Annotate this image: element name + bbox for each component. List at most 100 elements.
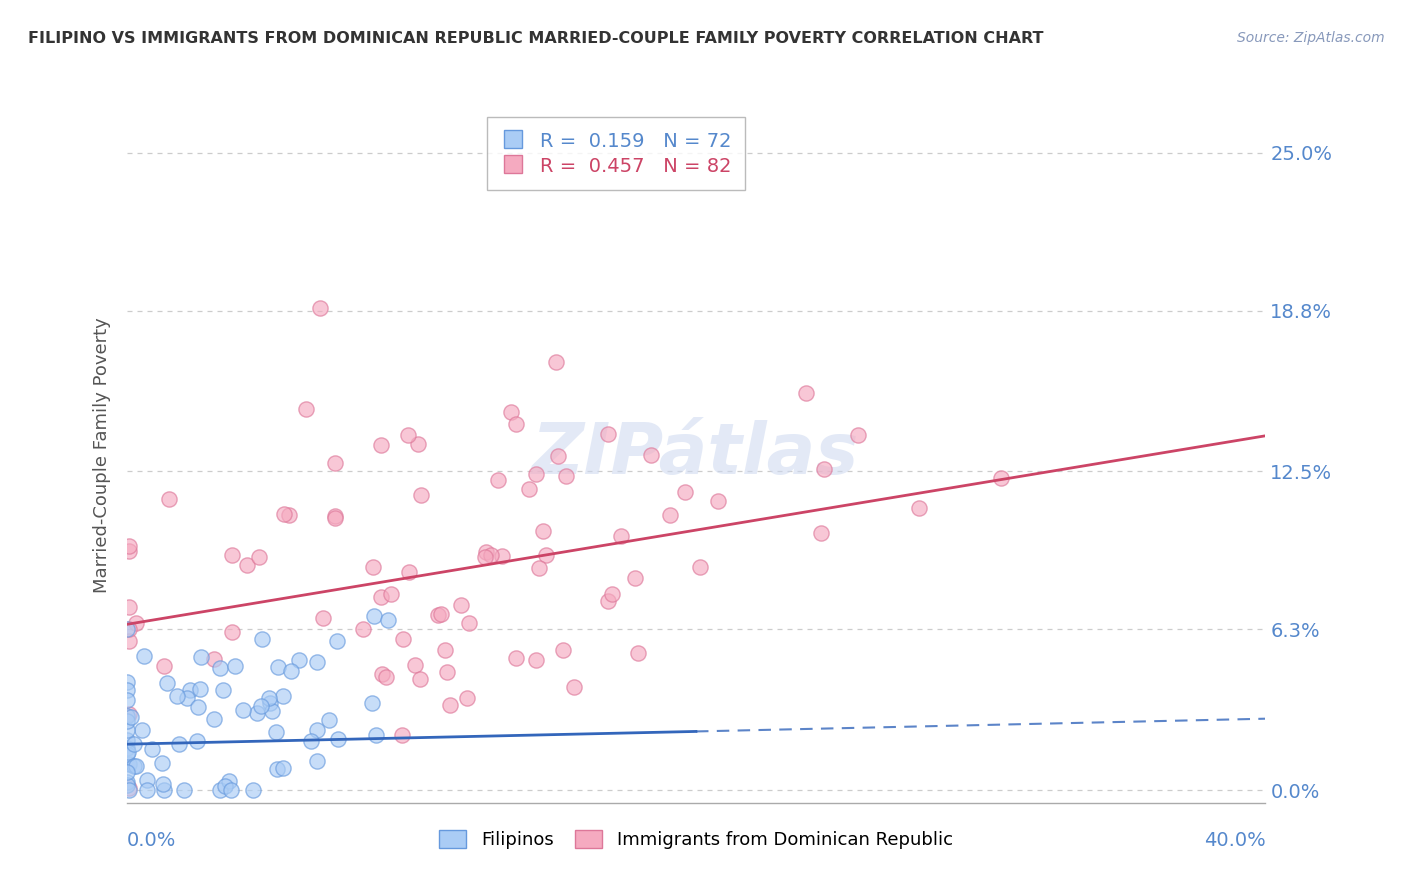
Point bbox=[627, 646, 650, 660]
Point bbox=[450, 598, 472, 612]
Text: 0.0%: 0.0% bbox=[127, 830, 176, 850]
Point bbox=[299, 734, 322, 748]
Point bbox=[247, 550, 270, 565]
Point bbox=[118, 623, 141, 637]
Point bbox=[363, 559, 385, 574]
Point bbox=[363, 608, 385, 623]
Point bbox=[439, 698, 461, 712]
Point bbox=[810, 525, 832, 540]
Point bbox=[209, 661, 232, 675]
Point bbox=[132, 649, 155, 664]
Point bbox=[370, 590, 392, 604]
Point bbox=[152, 783, 174, 797]
Point bbox=[131, 723, 153, 737]
Point bbox=[409, 673, 432, 687]
Point bbox=[118, 634, 141, 648]
Point bbox=[707, 494, 730, 508]
Point bbox=[135, 783, 157, 797]
Point bbox=[118, 706, 141, 721]
Point bbox=[124, 616, 146, 631]
Point bbox=[264, 724, 287, 739]
Point bbox=[115, 778, 138, 792]
Point bbox=[392, 632, 415, 646]
Point bbox=[309, 301, 332, 315]
Point bbox=[115, 765, 138, 780]
Point bbox=[406, 437, 429, 451]
Point bbox=[115, 622, 138, 636]
Point bbox=[211, 682, 233, 697]
Point bbox=[434, 643, 457, 657]
Point bbox=[118, 600, 141, 615]
Point bbox=[115, 733, 138, 747]
Point bbox=[527, 561, 550, 575]
Point bbox=[312, 610, 335, 624]
Point bbox=[118, 780, 141, 795]
Point bbox=[235, 558, 257, 573]
Point bbox=[179, 683, 201, 698]
Point bbox=[271, 761, 294, 775]
Point bbox=[361, 696, 384, 710]
Point bbox=[187, 700, 209, 714]
Point bbox=[491, 549, 513, 563]
Point bbox=[426, 607, 449, 622]
Point bbox=[352, 622, 374, 636]
Point bbox=[371, 667, 394, 681]
Point bbox=[257, 691, 280, 706]
Point bbox=[458, 615, 481, 630]
Point bbox=[273, 507, 295, 521]
Point bbox=[546, 354, 568, 368]
Point bbox=[598, 427, 620, 442]
Point bbox=[536, 549, 558, 563]
Point bbox=[250, 632, 273, 646]
Point bbox=[813, 462, 835, 476]
Point bbox=[474, 549, 496, 564]
Point bbox=[391, 728, 413, 742]
Point bbox=[794, 386, 817, 401]
Point bbox=[287, 653, 309, 667]
Point bbox=[398, 566, 420, 580]
Point bbox=[115, 709, 138, 723]
Point bbox=[115, 741, 138, 756]
Point bbox=[218, 773, 240, 788]
Point bbox=[325, 508, 347, 523]
Point bbox=[305, 754, 328, 768]
Point bbox=[404, 658, 426, 673]
Point bbox=[118, 544, 141, 558]
Point bbox=[266, 762, 288, 776]
Point bbox=[117, 756, 139, 771]
Point bbox=[152, 777, 174, 791]
Y-axis label: Married-Couple Family Poverty: Married-Couple Family Poverty bbox=[93, 317, 111, 593]
Point bbox=[173, 783, 195, 797]
Point bbox=[479, 548, 502, 562]
Point bbox=[305, 723, 328, 737]
Point bbox=[475, 545, 498, 559]
Point bbox=[219, 783, 242, 797]
Point bbox=[517, 482, 540, 496]
Point bbox=[505, 417, 527, 431]
Text: FILIPINO VS IMMIGRANTS FROM DOMINICAN REPUBLIC MARRIED-COUPLE FAMILY POVERTY COR: FILIPINO VS IMMIGRANTS FROM DOMINICAN RE… bbox=[28, 31, 1043, 46]
Point bbox=[456, 691, 478, 706]
Point bbox=[990, 470, 1012, 484]
Point bbox=[232, 702, 254, 716]
Point bbox=[640, 448, 662, 462]
Point bbox=[623, 571, 645, 585]
Point bbox=[430, 607, 453, 621]
Point bbox=[122, 758, 145, 772]
Point bbox=[115, 775, 138, 789]
Point bbox=[115, 747, 138, 761]
Point bbox=[554, 468, 576, 483]
Point bbox=[245, 706, 267, 720]
Point bbox=[562, 680, 585, 694]
Point bbox=[122, 738, 145, 752]
Point bbox=[318, 713, 340, 727]
Point bbox=[118, 783, 141, 797]
Point bbox=[305, 655, 328, 669]
Point bbox=[846, 428, 869, 442]
Point bbox=[267, 660, 290, 674]
Point bbox=[115, 723, 138, 738]
Point bbox=[224, 658, 246, 673]
Point bbox=[366, 728, 388, 742]
Point bbox=[153, 659, 176, 673]
Point bbox=[277, 508, 299, 522]
Point bbox=[280, 664, 302, 678]
